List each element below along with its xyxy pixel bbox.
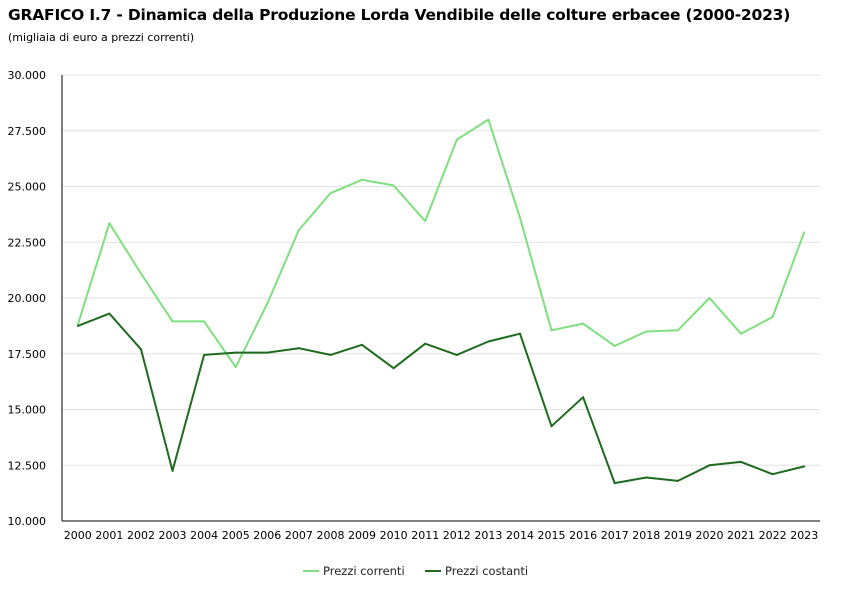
- data-point: [203, 353, 206, 356]
- chart-subtitle: (migliaia di euro a prezzi correnti): [8, 31, 195, 44]
- data-point: [76, 324, 79, 327]
- data-point: [487, 340, 490, 343]
- y-tick-label: 22.500: [8, 236, 47, 249]
- y-tick-label: 17.500: [8, 348, 47, 361]
- data-point: [234, 366, 237, 369]
- data-point: [392, 367, 395, 370]
- x-tick-label: 2017: [601, 529, 629, 542]
- data-point: [361, 178, 364, 181]
- data-point: [676, 479, 679, 482]
- data-point: [392, 184, 395, 187]
- x-tick-label: 2010: [380, 529, 408, 542]
- data-point: [803, 465, 806, 468]
- data-point: [455, 138, 458, 141]
- data-point: [487, 118, 490, 121]
- chart-title: GRAFICO I.7 - Dinamica della Produzione …: [8, 6, 791, 24]
- y-tick-label: 25.000: [8, 181, 47, 194]
- y-tick-label: 12.500: [8, 459, 47, 472]
- data-point: [645, 476, 648, 479]
- x-tick-label: 2019: [664, 529, 692, 542]
- data-point: [139, 348, 142, 351]
- data-point: [424, 342, 427, 345]
- x-tick-label: 2022: [759, 529, 787, 542]
- data-point: [171, 469, 174, 472]
- y-tick-label: 30.000: [8, 69, 47, 82]
- data-point: [613, 482, 616, 485]
- data-point: [297, 347, 300, 350]
- x-tick-label: 2005: [222, 529, 250, 542]
- data-point: [108, 312, 111, 315]
- x-tick-label: 2016: [569, 529, 597, 542]
- data-point: [266, 351, 269, 354]
- x-tick-label: 2006: [253, 529, 281, 542]
- data-point: [139, 272, 142, 275]
- x-tick-label: 2008: [316, 529, 344, 542]
- x-tick-label: 2012: [443, 529, 471, 542]
- data-point: [203, 320, 206, 323]
- x-tick-label: 2001: [95, 529, 123, 542]
- legend-label: Prezzi costanti: [445, 564, 528, 578]
- data-point: [171, 320, 174, 323]
- data-point: [297, 228, 300, 231]
- y-tick-label: 15.000: [8, 404, 47, 417]
- y-tick-label: 10.000: [8, 515, 47, 528]
- data-point: [518, 332, 521, 335]
- x-tick-label: 2003: [159, 529, 187, 542]
- data-point: [771, 315, 774, 318]
- x-tick-label: 2013: [474, 529, 502, 542]
- data-point: [771, 473, 774, 476]
- data-point: [740, 460, 743, 463]
- y-tick-label: 27.500: [8, 125, 47, 138]
- x-tick-label: 2018: [632, 529, 660, 542]
- data-point: [424, 220, 427, 223]
- data-point: [582, 396, 585, 399]
- x-tick-label: 2015: [538, 529, 566, 542]
- x-tick-label: 2000: [64, 529, 92, 542]
- data-point: [329, 353, 332, 356]
- x-tick-label: 2007: [285, 529, 313, 542]
- data-point: [108, 222, 111, 225]
- x-tick-label: 2009: [348, 529, 376, 542]
- data-point: [613, 344, 616, 347]
- data-point: [582, 322, 585, 325]
- data-point: [550, 329, 553, 332]
- x-tick-label: 2014: [506, 529, 534, 542]
- series-line-prezzi-correnti: [76, 118, 806, 369]
- data-point: [708, 297, 711, 299]
- data-point: [266, 302, 269, 305]
- y-tick-label: 20.000: [8, 292, 47, 305]
- data-point: [803, 231, 806, 234]
- legend-label: Prezzi correnti: [323, 564, 405, 578]
- series-line-prezzi-costanti: [77, 312, 805, 485]
- x-tick-label: 2002: [127, 529, 155, 542]
- data-point: [455, 353, 458, 356]
- data-point: [645, 330, 648, 333]
- data-point: [234, 351, 237, 354]
- x-tick-label: 2004: [190, 529, 218, 542]
- data-point: [676, 329, 679, 332]
- data-point: [518, 216, 521, 219]
- data-point: [361, 343, 364, 346]
- data-point: [740, 332, 743, 335]
- x-tick-label: 2023: [790, 529, 818, 542]
- x-tick-label: 2011: [411, 529, 439, 542]
- data-point: [708, 464, 711, 467]
- x-tick-label: 2020: [695, 529, 723, 542]
- data-point: [550, 425, 553, 428]
- x-tick-label: 2021: [727, 529, 755, 542]
- data-point: [329, 192, 332, 195]
